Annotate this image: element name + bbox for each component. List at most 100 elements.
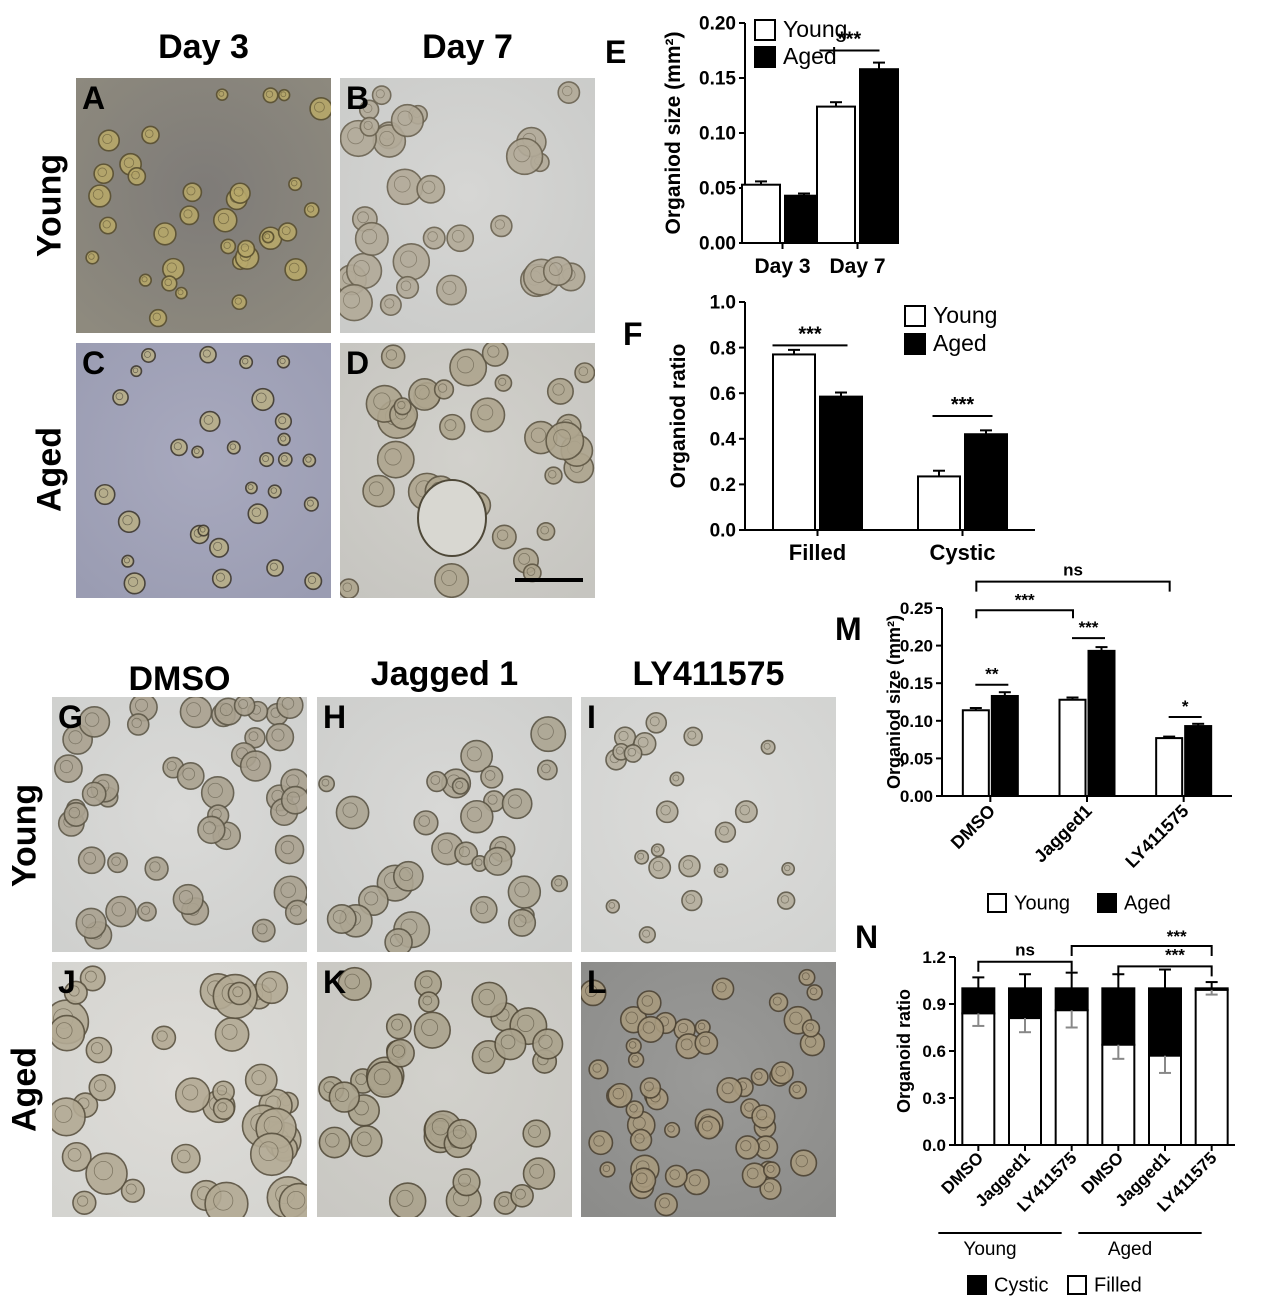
organoid-core xyxy=(478,1046,494,1063)
organoid-core xyxy=(496,529,509,541)
organoid-shape xyxy=(318,775,336,793)
organoid-shape xyxy=(507,875,542,909)
legend-young-swatch xyxy=(754,19,776,41)
organoid-core xyxy=(115,392,124,401)
organoid-shape xyxy=(760,739,776,755)
organoid-shape xyxy=(197,524,210,537)
organoid-shape xyxy=(798,968,816,987)
panel-label: H xyxy=(323,699,347,735)
organoid-core xyxy=(393,175,411,193)
y-tick-label: 0.15 xyxy=(900,674,933,693)
organoid-core xyxy=(307,205,315,213)
panel-label: C xyxy=(82,345,106,381)
organoid-core xyxy=(766,1164,775,1173)
organoid-shape xyxy=(226,440,241,455)
organoid-core xyxy=(286,791,300,805)
organoid-core xyxy=(306,499,314,507)
organoid-core xyxy=(784,864,791,872)
organoid-core xyxy=(240,243,250,252)
y-tick-label: 1.0 xyxy=(710,293,736,314)
organoid-core xyxy=(530,427,547,443)
col-title-ly411575: LY411575 xyxy=(632,655,785,693)
organoid-core xyxy=(363,120,373,130)
organoid-shape xyxy=(247,503,269,525)
organoid-shape xyxy=(625,1100,645,1119)
organoid-core xyxy=(280,91,287,98)
organoid-shape xyxy=(645,711,668,734)
y-tick-label: 0.3 xyxy=(922,1089,946,1108)
organoid-core xyxy=(701,1120,713,1132)
organoid-shape xyxy=(85,1152,128,1195)
organoid-shape xyxy=(627,1051,645,1069)
organoid-core xyxy=(592,1063,602,1073)
organoid-shape xyxy=(664,1121,681,1139)
micrograph-b: B xyxy=(340,78,595,333)
bar-aged xyxy=(990,694,1019,797)
organoid-shape xyxy=(212,1097,236,1120)
organoid-shape xyxy=(244,726,266,749)
organoid-core xyxy=(342,802,358,818)
y-axis-label: Organoid ratio xyxy=(894,989,914,1113)
organoid-core xyxy=(514,882,530,898)
micrograph-texture xyxy=(581,962,836,1217)
organoid-core xyxy=(763,742,771,750)
organoid-shape xyxy=(654,1192,678,1217)
organoid-shape xyxy=(588,1130,614,1156)
organoid-core xyxy=(251,507,262,518)
bar-young xyxy=(772,353,816,531)
organoid-shape xyxy=(153,222,177,246)
organoid-core xyxy=(697,1022,706,1030)
organoid-core xyxy=(59,760,73,774)
organoid-core xyxy=(451,229,465,243)
organoid-core xyxy=(422,180,436,194)
organoid-shape xyxy=(174,1077,211,1113)
organoid-core xyxy=(68,730,83,745)
organoid-shape xyxy=(302,453,317,468)
organoid-core xyxy=(660,805,671,816)
organoid-shape xyxy=(392,860,424,892)
organoid-core xyxy=(739,804,750,816)
organoid-core xyxy=(642,929,651,938)
organoid-shape xyxy=(328,1081,361,1113)
organoid-core xyxy=(487,345,500,358)
organoid-core xyxy=(213,541,223,551)
organoid-shape xyxy=(244,1063,278,1097)
organoid-shape xyxy=(460,799,494,834)
organoid-core xyxy=(111,856,121,867)
group-label: Aged xyxy=(1108,1239,1152,1260)
organoid-core xyxy=(399,867,414,882)
col-title-day3: Day 3 xyxy=(158,28,249,66)
organoid-shape xyxy=(345,252,383,290)
organoid-core xyxy=(262,455,270,463)
x-tick-label: Day 3 xyxy=(754,255,810,278)
organoid-shape xyxy=(52,1097,86,1137)
organoid-shape xyxy=(266,559,284,577)
organoid-core xyxy=(213,1190,234,1211)
organoid-core xyxy=(795,1154,808,1168)
organoid-core xyxy=(628,1041,637,1049)
organoid-core xyxy=(84,970,97,983)
panel-label: L xyxy=(587,964,607,1000)
organoid-shape xyxy=(277,452,293,467)
organoid-core xyxy=(593,1135,605,1147)
micrograph-d: D xyxy=(340,343,595,598)
legend-young-label: Young xyxy=(783,16,847,42)
organoid-shape xyxy=(231,294,248,311)
organoid-shape xyxy=(681,889,703,912)
organoid-core xyxy=(68,985,80,997)
organoid-core xyxy=(746,1167,759,1180)
organoid-core xyxy=(67,1148,82,1162)
organoid-shape xyxy=(483,846,513,876)
organoid-shape xyxy=(211,568,232,589)
legend-filled-swatch xyxy=(1067,1275,1087,1295)
organoid-shape xyxy=(434,563,470,598)
organoid-shape xyxy=(326,904,357,934)
organoid-core xyxy=(199,526,206,533)
organoid-shape xyxy=(714,821,737,843)
organoid-shape xyxy=(239,355,254,370)
organoid-core xyxy=(321,778,330,787)
organoid-shape xyxy=(229,182,251,204)
y-tick-label: 0.8 xyxy=(710,338,736,359)
panel-label: B xyxy=(346,80,370,116)
